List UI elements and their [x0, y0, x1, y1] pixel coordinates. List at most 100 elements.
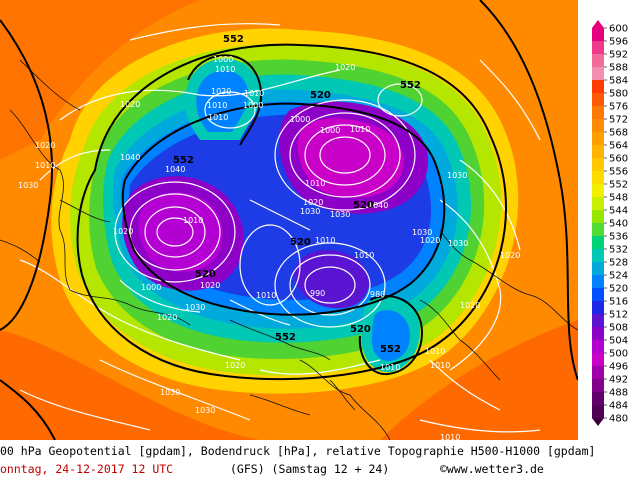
legend-swatch [592, 405, 604, 419]
pressure-label: 1000 [290, 115, 310, 124]
geopotential-label: 520 [310, 90, 331, 101]
legend-swatch [592, 93, 604, 107]
pressure-label: 1030 [18, 181, 38, 190]
legend-swatch [592, 80, 604, 94]
legend-swatch [592, 353, 604, 367]
pressure-label: 1010 [305, 179, 325, 188]
pressure-label: 1030 [448, 239, 468, 248]
pressure-label: 1020 [303, 198, 323, 207]
legend-label: 512 [609, 310, 628, 321]
pressure-label: 1010 [183, 216, 203, 225]
legend-label: 540 [609, 219, 628, 230]
legend-swatch [592, 67, 604, 81]
legend-swatch [592, 210, 604, 224]
pressure-label: 1020 [200, 281, 220, 290]
legend-swatch [592, 145, 604, 159]
pressure-label: 1020 [113, 227, 133, 236]
pressure-label: 1020 [211, 87, 231, 96]
legend-label: 496 [609, 362, 628, 373]
legend-label: 588 [609, 63, 628, 74]
legend-swatch [592, 132, 604, 146]
legend-label: 576 [609, 102, 628, 113]
legend-swatch [592, 340, 604, 354]
legend-swatch [592, 379, 604, 393]
pressure-label: 1010 [354, 251, 374, 260]
pressure-label: 1040 [368, 201, 388, 210]
legend-label: 560 [609, 154, 628, 165]
pressure-label: 1030 [330, 210, 350, 219]
legend-swatch [592, 197, 604, 211]
legend-label: 524 [609, 271, 628, 282]
pressure-label: 1010 [244, 89, 264, 98]
pressure-label: 1010 [350, 125, 370, 134]
legend-label: 508 [609, 323, 628, 334]
legend-swatch [592, 392, 604, 406]
pressure-label: 1010 [208, 113, 228, 122]
legend-swatch [592, 236, 604, 250]
legend-label: 516 [609, 297, 628, 308]
pressure-label: 1040 [120, 153, 140, 162]
legend-label: 520 [609, 284, 628, 295]
legend-label: 528 [609, 258, 628, 269]
legend-label: 544 [609, 206, 628, 217]
legend-label: 504 [609, 336, 628, 347]
legend-swatch [592, 158, 604, 172]
legend-label: 584 [609, 76, 628, 87]
legend-label: 568 [609, 128, 628, 139]
legend-swatch [592, 366, 604, 380]
legend-swatch [592, 327, 604, 341]
legend-swatch [592, 119, 604, 133]
pressure-label: 1030 [195, 406, 215, 415]
pressure-label: 1010 [215, 65, 235, 74]
legend-label: 572 [609, 115, 628, 126]
pressure-label: 1000 [213, 55, 233, 64]
legend-swatch [592, 275, 604, 289]
legend-label: 600 [609, 24, 628, 35]
pressure-label: 1000 [141, 283, 161, 292]
geopotential-labels: 552 552 552 520 520 520 552 520 552 520 [173, 34, 421, 355]
legend-label: 552 [609, 180, 628, 191]
pressure-label: 1010 [425, 347, 445, 356]
legend-swatch [592, 301, 604, 315]
legend-label: 580 [609, 89, 628, 100]
pressure-label: 1020 [500, 251, 520, 260]
weather-map: 1000 1010 1010 1000 1020 1020 1020 1010 … [0, 0, 578, 440]
legend-swatch [592, 28, 604, 42]
legend-swatch [592, 314, 604, 328]
pressure-label: 1030 [447, 171, 467, 180]
pressure-label: 980 [370, 290, 385, 299]
legend-label: 596 [609, 37, 628, 48]
pressure-label: 1030 [412, 228, 432, 237]
geopotential-contours [0, 0, 578, 440]
legend-swatch [592, 106, 604, 120]
pressure-label: 1030 [300, 207, 320, 216]
pressure-label: 1020 [225, 361, 245, 370]
pressure-label: 1010 [380, 363, 400, 372]
legend-label: 532 [609, 245, 628, 256]
pressure-label: 1010 [430, 361, 450, 370]
pressure-label: 1010 [207, 101, 227, 110]
geopotential-label: 520 [195, 269, 216, 280]
forecast-date: onntag, 24-12-2017 12 UTC [0, 462, 174, 476]
geopotential-label: 552 [400, 80, 421, 91]
pressure-label: 1020 [460, 301, 480, 310]
legend-label: 592 [609, 50, 628, 61]
geopotential-label: 552 [380, 344, 401, 355]
map-footer: 00 hPa Geopotential [gpdam], Bodendruck … [0, 440, 595, 480]
legend-swatch [592, 54, 604, 68]
pressure-label: 1040 [165, 165, 185, 174]
legend-swatch [592, 41, 604, 55]
legend-swatch [592, 184, 604, 198]
model-run: (GFS) (Samstag 12 + 24) [230, 462, 390, 476]
color-legend: 600 596 592 588 584 580 576 572 568 564 560 556 552 5… [586, 18, 640, 430]
pressure-label: 1020 [157, 313, 177, 322]
legend-swatch [592, 249, 604, 263]
pressure-label: 1030 [185, 303, 205, 312]
pressure-label: 1010 [35, 161, 55, 170]
geopotential-label: 552 [173, 155, 194, 166]
pressure-label: 1010 [440, 433, 460, 440]
legend-cap-bottom [592, 418, 604, 426]
legend-cap-top [592, 20, 604, 28]
map-description: 00 hPa Geopotential [gpdam], Bodendruck … [0, 444, 596, 458]
pressure-labels: 1000 1010 1010 1000 1020 1020 1020 1010 … [18, 55, 520, 440]
